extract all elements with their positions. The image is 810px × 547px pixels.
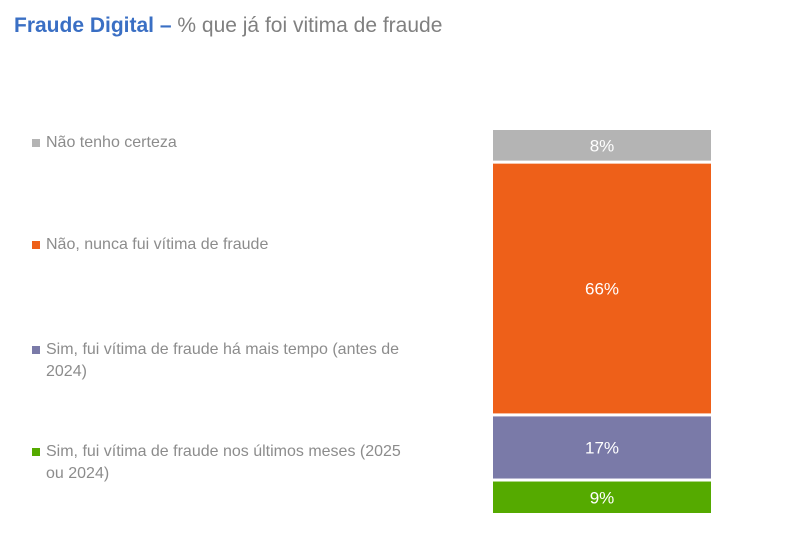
bar-segment-3 <box>493 163 711 414</box>
legend-label: Sim, fui vítima de fraude nos últimos me… <box>46 443 401 482</box>
legend-label: Não, nunca fui vítima de fraude <box>46 236 269 253</box>
bar-segment-4 <box>493 130 711 161</box>
chart-title: Fraude Digital – % que já foi vitima de … <box>14 12 442 40</box>
legend-label: Não tenho certeza <box>46 134 177 151</box>
legend-item-vitima-ultimos-meses: Sim, fui vítima de fraude nos últimos me… <box>32 441 402 485</box>
title-subtitle: % que já foi vitima de fraude <box>177 14 443 37</box>
legend-swatch <box>32 241 40 249</box>
legend-item-nunca-vitima: Não, nunca fui vítima de fraude <box>32 234 432 256</box>
legend-label: Sim, fui vítima de fraude há mais tempo … <box>46 341 400 380</box>
bar-segment-2 <box>493 416 711 479</box>
title-main: Fraude Digital <box>14 14 155 37</box>
bar-segment-label-2: 17% <box>585 438 619 457</box>
bar-segment-1 <box>493 481 711 513</box>
bar-group: 9% 17% 66% 8% <box>493 130 711 513</box>
bar-segment-label-3: 66% <box>585 280 619 299</box>
legend-item-nao-tenho-certeza: Não tenho certeza <box>32 132 432 154</box>
bar-segment-label-1: 9% <box>590 488 615 507</box>
legend-swatch <box>32 346 40 354</box>
bar-segment-label-4: 8% <box>590 136 615 155</box>
legend-swatch <box>32 448 40 456</box>
title-separator: – <box>154 14 178 37</box>
legend-item-vitima-antes-2024: Sim, fui vítima de fraude há mais tempo … <box>32 339 422 383</box>
legend-swatch <box>32 139 40 147</box>
